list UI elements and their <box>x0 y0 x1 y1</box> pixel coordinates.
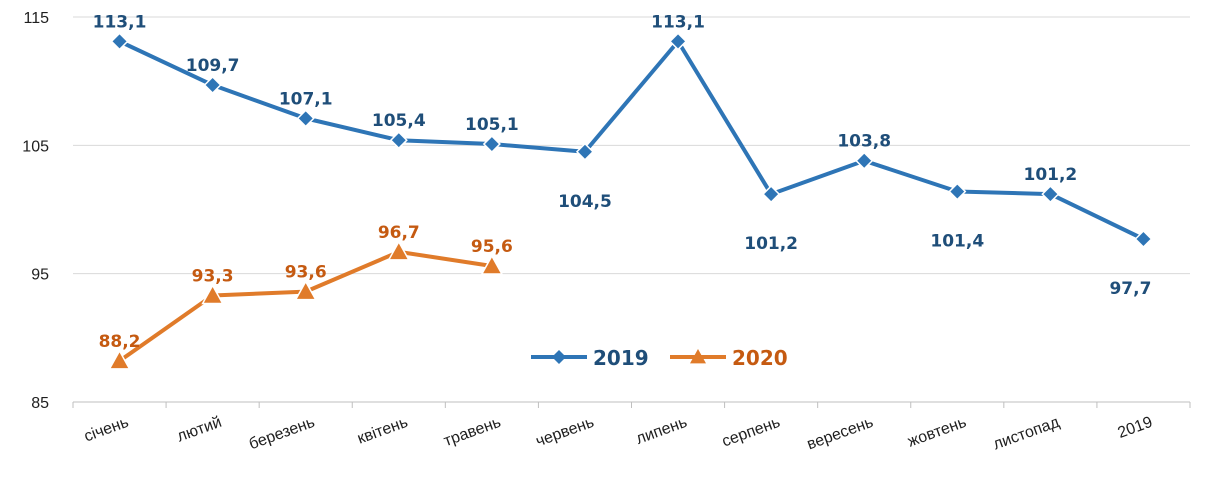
point-marker-2019 <box>296 109 315 128</box>
x-tick-label: липень <box>634 414 690 448</box>
data-label: 113,1 <box>93 12 147 32</box>
y-tick-label: 85 <box>31 395 49 412</box>
point-marker-2019 <box>575 142 595 161</box>
x-tick-label: вересень <box>805 414 876 454</box>
data-label: 103,8 <box>837 132 891 152</box>
series-line-2019 <box>117 39 1146 242</box>
x-axis: січень лютий березень квітень травень червень… <box>72 401 1191 454</box>
point-marker-2019 <box>1041 185 1060 204</box>
data-label: 107,1 <box>279 89 333 109</box>
point-marker-2020 <box>294 280 317 301</box>
x-tick-label: серпень <box>720 414 783 451</box>
y-tick-label: 115 <box>23 10 49 27</box>
data-label: 97,7 <box>1109 279 1151 299</box>
x-tick-label: січень <box>82 414 131 446</box>
data-label: 104,5 <box>558 192 612 212</box>
data-label: 101,2 <box>1023 165 1077 185</box>
x-tick-label: квітень <box>355 414 410 448</box>
point-marker-2020 <box>480 254 504 275</box>
point-marker-2019 <box>1134 229 1153 249</box>
data-label: 93,6 <box>285 263 327 283</box>
point-marker-2019 <box>948 182 967 201</box>
data-label: 96,7 <box>378 223 420 243</box>
x-tick-label: 2019 <box>1116 414 1155 442</box>
data-label: 101,2 <box>744 234 798 254</box>
data-labels: 113,1 109,7 107,1 105,4 105,1 104,5 113,1 101,2… <box>93 12 1152 352</box>
point-marker-2019 <box>482 134 501 154</box>
gridlines <box>73 16 1190 275</box>
x-tick-label: березень <box>247 414 317 453</box>
data-label: 113,1 <box>651 12 705 32</box>
data-label: 105,4 <box>372 111 426 131</box>
data-label: 95,6 <box>471 237 513 257</box>
data-label: 105,1 <box>465 115 519 135</box>
data-label: 88,2 <box>99 332 141 352</box>
point-marker-2019 <box>668 32 688 51</box>
y-axis: 85 95 105 115 <box>22 10 49 412</box>
legend-label-2020: 2020 <box>732 346 788 370</box>
legend-marker-2020 <box>690 349 706 364</box>
point-marker-2019 <box>855 151 874 170</box>
data-label: 101,4 <box>930 232 984 252</box>
legend-label-2019: 2019 <box>593 346 649 370</box>
point-marker-2019 <box>110 32 129 51</box>
x-tick-label: лютий <box>175 414 224 446</box>
point-marker-2020 <box>387 240 411 261</box>
data-label: 93,3 <box>192 266 234 286</box>
point-marker-2020 <box>201 283 224 305</box>
y-tick-label: 95 <box>31 267 49 284</box>
legend: 2019 2020 <box>531 346 788 370</box>
x-tick-label: жовтень <box>906 414 969 451</box>
data-label: 109,7 <box>186 56 240 76</box>
x-tick-label: листопад <box>991 414 1062 454</box>
x-tick-label: червень <box>534 414 597 451</box>
point-marker-2020 <box>108 349 131 370</box>
x-tick-label: травень <box>442 414 504 450</box>
point-marker-2019 <box>762 185 781 204</box>
series-layer <box>108 32 1153 370</box>
legend-marker-2019 <box>552 350 566 364</box>
point-marker-2019 <box>389 131 408 150</box>
y-tick-label: 105 <box>22 138 49 155</box>
point-marker-2019 <box>203 75 222 95</box>
